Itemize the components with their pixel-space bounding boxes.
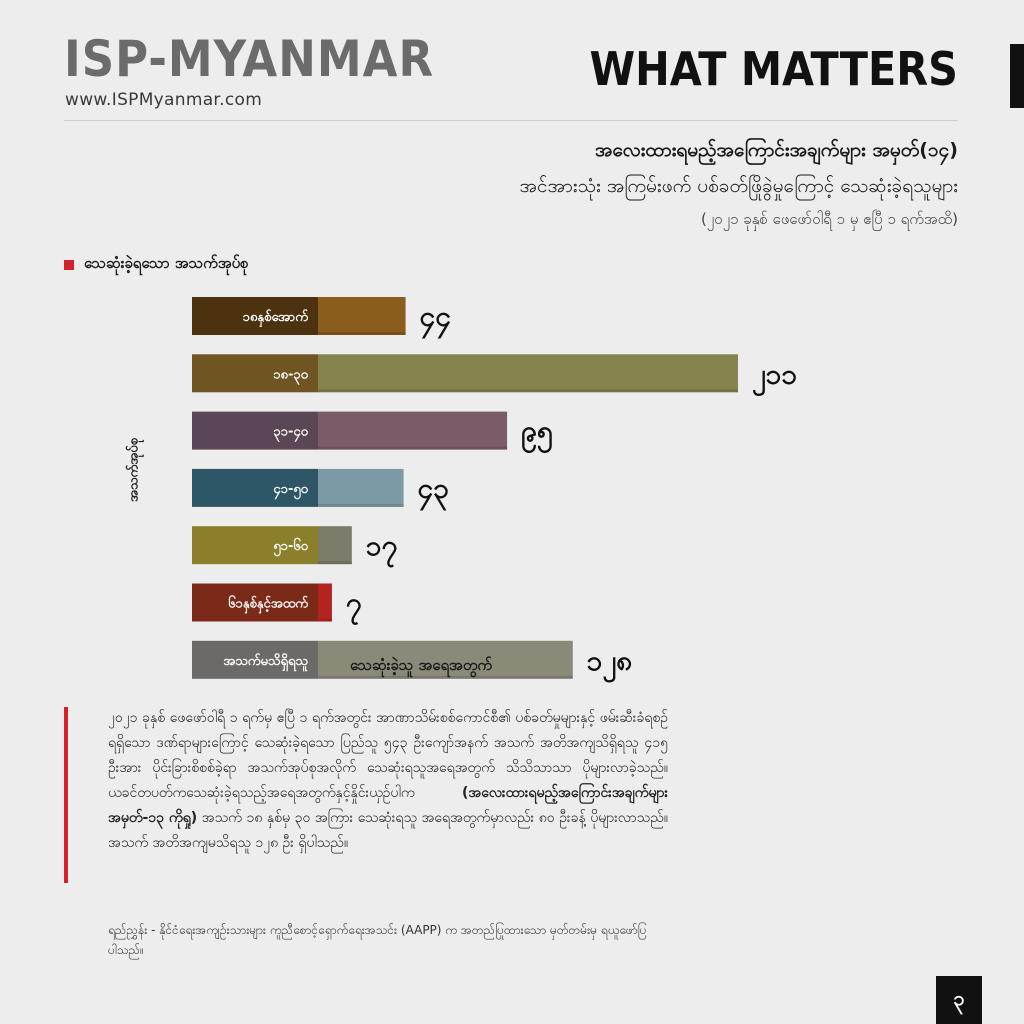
value-label: ၂၁၁	[752, 357, 797, 397]
bar-shadow	[318, 618, 332, 622]
bar	[318, 583, 332, 622]
header-divider	[64, 120, 958, 121]
value-label: ၇	[346, 587, 362, 627]
page-number: ၃	[936, 976, 982, 1024]
series-title: WHAT MATTERS	[589, 42, 958, 96]
category-label: ၃၁-၄၀	[273, 425, 308, 443]
bar	[318, 297, 406, 335]
chart-title: အလေးထားရမည့်အကြောင်းအချက်များ အမှတ်(၁၄)	[595, 139, 958, 161]
value-label: ၄၃	[418, 472, 450, 512]
category-label: ၅၁-၆၀	[273, 537, 308, 557]
summary-reference: (အလေးထားရမည့်အကြောင်းအချက်များ အမှတ်-၁၃ …	[108, 785, 668, 826]
summary-text-2: အသက် ၁၈ နှစ်မှ ၃၀ အကြား သေဆုံးရသူ အရေအတွ…	[108, 810, 668, 851]
category-label-box	[192, 411, 318, 450]
summary-paragraph: ၂၀၂၁ ခုနှစ် ဖေဖော်ဝါရီ ၁ ရက်မှ ဧပြီ ၁ ရက…	[108, 706, 668, 856]
x-axis-label: သေဆုံးခဲ့သူ အရေအတွက်	[350, 656, 493, 674]
category-label: ၄၁-၅၀	[273, 482, 308, 500]
category-label-box	[192, 468, 318, 507]
note-accent-bar	[64, 707, 68, 883]
source-text: နိုင်ငံရေးအကျဉ်းသားများ ကူညီစောင့်ရှောက်…	[108, 923, 647, 957]
category-label-box	[192, 354, 318, 393]
brand-logo: ISP-MYANMAR	[64, 30, 435, 88]
category-label: ၆၁နှစ်နှင့်အထက်	[228, 595, 308, 615]
category-label-box	[192, 526, 318, 565]
category-label-box	[192, 640, 318, 679]
value-label: ၄၄	[420, 300, 452, 340]
category-label: ၁၈-၃၀	[273, 367, 308, 385]
legend-label: သေဆုံးခဲ့ရသော အသက်အုပ်စု	[84, 254, 249, 272]
category-label: အသက်မသိရှိရသူ	[223, 652, 308, 672]
bar-shadow	[318, 561, 352, 565]
bar	[318, 468, 404, 507]
value-label: ၁၇	[366, 529, 398, 569]
value-label: ၉၅	[521, 415, 553, 455]
bar-shadow	[318, 446, 508, 450]
legend-square-icon	[64, 260, 74, 270]
edge-marker	[1010, 44, 1024, 108]
source-note: ရည်ညွှန်း - နိုင်ငံရေးအကျဉ်းသားများ ကူညီ…	[108, 920, 668, 960]
legend: သေဆုံးခဲ့ရသော အသက်အုပ်စု	[64, 254, 249, 276]
chart-date-range: (၂၀၂၁ ခုနှစ် ဖေဖော်ဝါရီ ၁ မှ ဧပြီ ၁ ရက်အ…	[700, 210, 958, 228]
website-url: www.ISPMyanmar.com	[65, 90, 263, 110]
category-label: ၁၈နှစ်အောက်	[243, 308, 309, 328]
category-label-box	[192, 583, 318, 622]
bar	[318, 354, 738, 393]
bar	[318, 640, 573, 679]
bar-shadow	[318, 332, 406, 335]
summary-text-1: ၂၀၂၁ ခုနှစ် ဖေဖော်ဝါရီ ၁ ရက်မှ ဧပြီ ၁ ရက…	[108, 710, 668, 801]
bar	[318, 411, 508, 450]
bar-shadow	[318, 389, 738, 393]
value-label: ၁၂၈	[587, 644, 633, 684]
category-label-box	[192, 297, 318, 335]
bar-shadow	[318, 675, 573, 679]
source-label: ရည်ညွှန်း -	[108, 923, 156, 937]
bar	[318, 526, 352, 565]
bar-shadow	[318, 503, 404, 507]
chart-subtitle: အင်အားသုံး အကြမ်းဖက် ပစ်ခတ်ဖြိုခွဲမှုကြေ…	[519, 175, 958, 197]
y-axis-label: အသက်အုပ်စု	[126, 438, 142, 502]
